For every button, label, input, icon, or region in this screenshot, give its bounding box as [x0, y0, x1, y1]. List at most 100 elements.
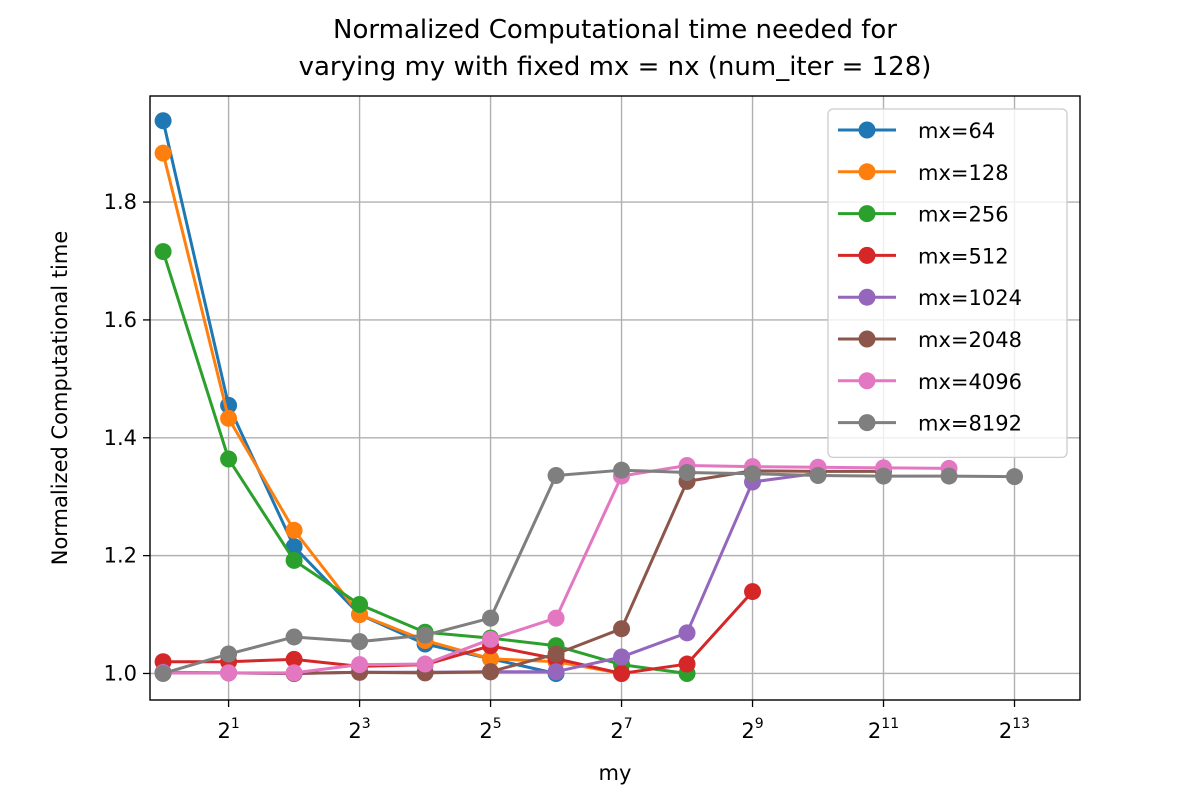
- data-point: [351, 633, 369, 651]
- data-point: [220, 409, 238, 427]
- chart-title-line-2: varying my with fixed mx = nx (num_iter …: [299, 52, 932, 82]
- legend-label: mx=64: [918, 119, 995, 143]
- legend-label: mx=128: [918, 161, 1009, 185]
- data-point: [1006, 468, 1024, 486]
- y-tick-label: 1.2: [104, 544, 137, 568]
- x-tick-exponent: 7: [624, 716, 633, 732]
- data-point: [547, 663, 565, 681]
- data-point: [285, 628, 303, 646]
- data-point: [285, 650, 303, 668]
- data-point: [154, 664, 172, 682]
- series-layer: [154, 112, 1024, 682]
- legend-marker: [858, 330, 876, 348]
- x-tick-base: 2: [868, 719, 881, 743]
- legend-marker: [858, 414, 876, 432]
- x-tick-exponent: 5: [493, 716, 502, 732]
- legend-marker: [858, 246, 876, 264]
- legend-label: mx=8192: [918, 412, 1022, 436]
- data-point: [940, 467, 958, 485]
- data-point: [613, 620, 631, 638]
- data-point: [416, 626, 434, 644]
- x-tick-exponent: 13: [1012, 716, 1030, 732]
- x-tick-label: 211: [868, 716, 899, 743]
- legend-entry: mx=512: [838, 244, 1009, 268]
- y-tick-label: 1.8: [104, 190, 137, 214]
- x-tick-label: 29: [741, 716, 763, 743]
- series-line: [161, 152, 622, 675]
- legend-entry: mx=128: [838, 161, 1009, 185]
- x-tick-label: 23: [348, 716, 370, 743]
- data-point: [744, 465, 762, 483]
- data-point: [678, 624, 696, 642]
- legend-entry: mx=4096: [838, 370, 1022, 394]
- legend-label: mx=4096: [918, 370, 1022, 394]
- series-line: [163, 590, 754, 675]
- data-point: [220, 664, 238, 682]
- data-point: [547, 645, 565, 663]
- data-point: [220, 645, 238, 663]
- legend-marker: [858, 163, 876, 181]
- data-point: [482, 609, 500, 627]
- legend-box: [827, 108, 1068, 459]
- series-mx-8192: [154, 461, 1024, 682]
- data-point: [482, 663, 500, 681]
- data-point: [613, 664, 631, 682]
- legend-entry: mx=64: [838, 119, 995, 143]
- series-line: [162, 468, 1015, 675]
- x-axis-label: my: [599, 761, 632, 785]
- x-tick-exponent: 3: [362, 716, 371, 732]
- data-point: [285, 551, 303, 569]
- chart-title-line-1: Normalized Computational time needed for: [333, 15, 897, 45]
- data-point: [482, 630, 500, 648]
- legend-entry: mx=256: [838, 203, 1009, 227]
- data-point: [744, 583, 762, 601]
- data-point: [351, 656, 369, 674]
- legend-label: mx=256: [918, 203, 1009, 227]
- legend-label: mx=2048: [918, 328, 1022, 352]
- data-point: [285, 664, 303, 682]
- x-tick-exponent: 11: [881, 716, 899, 732]
- data-point: [875, 467, 893, 485]
- legend-entry: mx=2048: [838, 328, 1022, 352]
- data-point: [482, 650, 500, 668]
- data-point: [220, 450, 238, 468]
- data-point: [678, 655, 696, 673]
- x-tick-label: 21: [217, 716, 239, 743]
- legend-marker: [858, 288, 876, 306]
- legend-entry: mx=1024: [838, 286, 1022, 310]
- x-tick-base: 2: [479, 719, 492, 743]
- data-point: [809, 466, 827, 484]
- data-point: [678, 464, 696, 482]
- x-tick-base: 2: [999, 719, 1012, 743]
- legend-marker: [858, 372, 876, 390]
- x-tick-base: 2: [348, 719, 361, 743]
- legend-label: mx=512: [918, 244, 1009, 268]
- x-tick-exponent: 1: [231, 716, 240, 732]
- x-tick-base: 2: [217, 719, 230, 743]
- legend: mx=64 mx=128 mx=256 mx=512 mx=1024 mx=2048 mx=…: [827, 108, 1068, 459]
- legend-label: mx=1024: [918, 286, 1022, 310]
- data-point: [613, 648, 631, 666]
- x-tick-label: 27: [610, 716, 632, 743]
- x-tick-base: 2: [610, 719, 623, 743]
- data-point: [547, 609, 565, 627]
- y-tick-label: 1.0: [104, 661, 137, 685]
- data-point: [154, 243, 172, 261]
- legend-marker: [858, 121, 876, 139]
- data-point: [547, 466, 565, 484]
- legend-entry: mx=8192: [838, 412, 1022, 436]
- data-point: [154, 112, 172, 130]
- data-point: [285, 521, 303, 539]
- data-point: [351, 596, 369, 614]
- x-tick-label: 213: [999, 716, 1030, 743]
- y-tick-label: 1.6: [104, 308, 137, 332]
- x-tick-label: 25: [479, 716, 501, 743]
- y-axis-label: Normalized Computational time: [48, 231, 72, 566]
- data-point: [416, 655, 434, 673]
- x-tick-base: 2: [741, 719, 754, 743]
- data-point: [154, 144, 172, 162]
- plot-area-frame: [149, 95, 1081, 701]
- x-tick-exponent: 9: [755, 716, 764, 732]
